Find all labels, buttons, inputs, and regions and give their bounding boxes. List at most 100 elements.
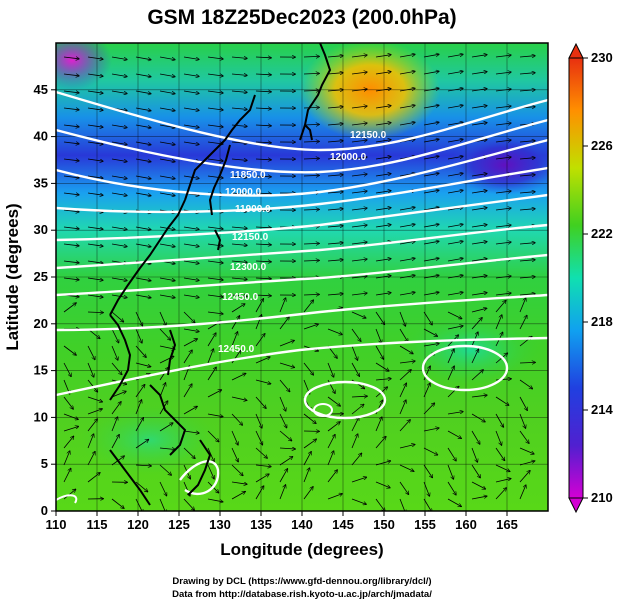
y-tick-label: 5 (41, 456, 48, 471)
wind-arrow (135, 481, 148, 492)
wind-arrow (255, 74, 271, 75)
wind-arrow (495, 413, 503, 427)
contour-label: 11850.0 (230, 170, 266, 181)
wind-arrow (135, 277, 151, 281)
wind-arrow (135, 362, 151, 367)
wind-arrow (135, 124, 151, 128)
wind-arrow (207, 430, 219, 442)
wind-arrow (519, 73, 535, 74)
wind-arrow (159, 107, 175, 111)
wind-arrow (231, 261, 247, 262)
wind-arrow (495, 106, 511, 108)
wind-arrow (399, 54, 415, 58)
wind-arrow (87, 473, 100, 483)
wind-arrow (231, 227, 247, 228)
contour-label: 12000.0 (225, 187, 262, 198)
wind-arrow (399, 445, 415, 449)
wind-arrow (327, 260, 343, 261)
wind-arrow (399, 258, 415, 262)
wind-arrow (423, 173, 439, 177)
x-axis: 110 115 120 125 130 135 140 145 150 155 160 165 (46, 511, 518, 532)
wind-arrow (159, 345, 175, 349)
wind-arrow (183, 56, 199, 59)
wind-arrow (159, 124, 175, 128)
wind-arrow (111, 90, 127, 94)
wind-arrow (399, 361, 415, 363)
wind-arrow (471, 496, 487, 500)
wind-arrow (255, 430, 262, 445)
wind-arrow (207, 261, 223, 263)
wind-arrow (351, 328, 361, 341)
wind-arrow (471, 225, 487, 228)
wind-arrow (327, 158, 343, 159)
wind-arrow (375, 123, 391, 126)
wind-arrow (351, 276, 367, 278)
x-axis-title: Longitude (degrees) (220, 540, 383, 559)
wind-arrow (495, 276, 511, 278)
wind-arrow (63, 142, 79, 144)
wind-arrow (327, 192, 343, 193)
wind-arrow (231, 447, 238, 462)
wind-arrow (231, 57, 247, 58)
wind-arrow (327, 124, 343, 125)
y-axis-title: Latitude (degrees) (3, 203, 22, 350)
wind-arrow (255, 379, 271, 384)
wind-arrow (351, 225, 367, 227)
wind-arrow (495, 379, 511, 380)
wind-arrow (495, 191, 511, 193)
wind-arrow (255, 295, 271, 296)
wind-arrow (471, 72, 487, 75)
wind-arrow (135, 158, 151, 162)
colorbar: 230 226 222 218 214 210 (568, 42, 613, 514)
wind-arrow (159, 294, 175, 298)
wind-arrow (231, 176, 247, 177)
wind-arrow (519, 175, 535, 176)
wind-arrow (327, 243, 343, 244)
wind-arrow (183, 73, 199, 76)
wind-arrow (519, 243, 535, 244)
wind-arrow (279, 341, 294, 347)
wind-arrow (231, 374, 246, 381)
wind-arrow (519, 447, 534, 454)
wind-arrow (519, 379, 532, 389)
wind-arrow (63, 125, 79, 127)
wind-arrow (303, 56, 319, 57)
wind-arrow (279, 298, 286, 313)
wind-arrow (495, 225, 511, 227)
wind-arrow (519, 430, 529, 443)
wind-arrow (471, 191, 487, 194)
wind-arrow (159, 448, 175, 450)
wind-arrow (63, 244, 79, 246)
wind-arrow (183, 90, 199, 93)
wind-arrow (375, 481, 390, 488)
wind-arrow (495, 72, 511, 74)
wind-arrow (303, 124, 319, 125)
wind-arrow (423, 71, 439, 75)
wind-arrow (399, 370, 411, 381)
wind-arrow (111, 362, 122, 374)
wind-arrow (375, 55, 391, 58)
wind-arrow (519, 396, 527, 410)
wind-arrow (63, 451, 70, 466)
wind-arrow (471, 259, 487, 262)
wind-arrow (183, 350, 192, 364)
map-title: GSM 18Z25Dec2023 (200.0hPa) (147, 6, 456, 29)
wind-arrow (447, 258, 463, 262)
wind-arrow (519, 209, 535, 210)
wind-arrow (87, 260, 103, 263)
wind-arrow (207, 125, 223, 127)
wind-arrow (207, 278, 223, 280)
wind-arrow (351, 405, 364, 415)
wind-arrow (183, 294, 199, 297)
wind-arrow (303, 90, 319, 91)
wind-arrow (447, 71, 463, 75)
wind-arrow (87, 379, 97, 392)
wind-arrow (519, 362, 535, 363)
wind-arrow (255, 176, 271, 177)
wind-arrow (207, 57, 223, 59)
wind-arrow (351, 311, 366, 318)
y-axis: 0 5 10 15 20 25 30 35 40 45 (34, 82, 56, 518)
wind-arrow (279, 469, 287, 483)
wind-arrow (279, 317, 289, 330)
wind-arrow (63, 396, 73, 409)
